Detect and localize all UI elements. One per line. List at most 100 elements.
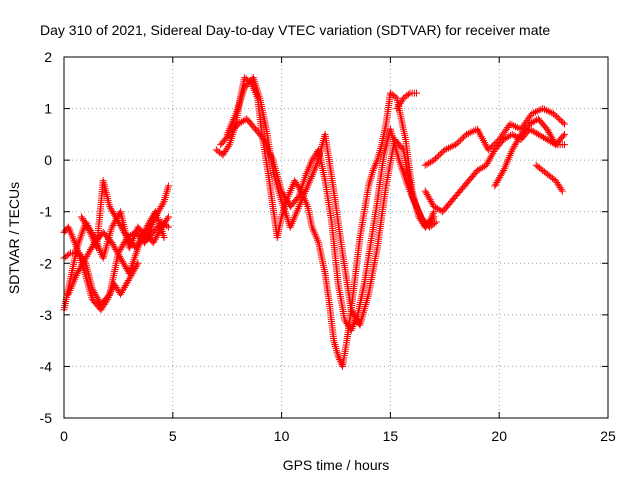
- data-point: [542, 106, 550, 114]
- data-point: [371, 161, 379, 169]
- data-point: [550, 110, 558, 118]
- data-point: [557, 185, 565, 193]
- data-point: [85, 227, 93, 235]
- data-point: [436, 150, 444, 158]
- data-point: [413, 89, 421, 97]
- data-point: [466, 129, 474, 137]
- data-point: [404, 90, 412, 98]
- data-point: [508, 121, 516, 129]
- data-point: [430, 219, 438, 227]
- data-point: [438, 149, 446, 157]
- series-track-5: [64, 208, 168, 298]
- data-point: [162, 190, 170, 198]
- x-tick-label: 25: [600, 428, 616, 444]
- data-point: [163, 215, 171, 223]
- data-point: [398, 144, 406, 152]
- data-point: [332, 344, 340, 352]
- data-point: [551, 111, 559, 119]
- data-point: [458, 135, 466, 143]
- data-point: [373, 158, 381, 166]
- data-point: [554, 114, 562, 122]
- data-point: [162, 192, 170, 200]
- data-point: [448, 142, 456, 150]
- data-point: [370, 163, 378, 171]
- data-point: [366, 178, 374, 186]
- data-point: [432, 218, 440, 226]
- data-point: [530, 109, 538, 117]
- data-point: [333, 348, 341, 356]
- data-point: [528, 110, 536, 118]
- data-point: [453, 139, 461, 147]
- y-tick-label: -2: [40, 255, 53, 271]
- data-point: [164, 213, 172, 221]
- data-point: [541, 105, 549, 113]
- series-track-10: [421, 105, 568, 169]
- data-point: [510, 122, 518, 130]
- data-point: [429, 209, 437, 217]
- data-point: [370, 165, 378, 173]
- data-point: [433, 153, 441, 161]
- data-point: [484, 146, 492, 154]
- series-track-3: [60, 218, 172, 309]
- data-point: [133, 261, 141, 269]
- data-point: [560, 120, 568, 128]
- data-point: [553, 113, 561, 121]
- data-point: [544, 107, 552, 115]
- data-point: [159, 199, 167, 207]
- data-point: [512, 123, 520, 131]
- x-tick-label: 15: [383, 428, 399, 444]
- x-tick-label: 5: [169, 428, 177, 444]
- series-track-13: [532, 161, 566, 195]
- data-point: [557, 117, 565, 125]
- data-point: [463, 130, 471, 138]
- data-point: [431, 155, 439, 163]
- data-point: [430, 156, 438, 164]
- data-point: [333, 346, 341, 354]
- data-point: [160, 234, 168, 241]
- y-tick-label: -3: [40, 307, 53, 323]
- data-point: [443, 145, 451, 153]
- plot-frame: [63, 56, 609, 419]
- data-point: [468, 128, 476, 136]
- data-point: [429, 214, 437, 222]
- data-point: [224, 142, 232, 150]
- data-point: [163, 188, 171, 196]
- data-point: [372, 160, 380, 168]
- data-point: [430, 213, 438, 221]
- x-tick-label: 20: [491, 428, 507, 444]
- y-tick-label: 2: [44, 49, 52, 65]
- data-point: [515, 124, 523, 132]
- data-point: [459, 133, 467, 141]
- data-point: [367, 172, 375, 180]
- data-point: [366, 176, 374, 184]
- y-tick-label: -4: [40, 358, 53, 374]
- data-point: [559, 132, 567, 140]
- data-point: [452, 141, 460, 149]
- data-point: [65, 250, 73, 258]
- x-tick-label: 10: [274, 428, 290, 444]
- data-point: [163, 186, 171, 194]
- data-point: [560, 130, 568, 138]
- data-point: [367, 174, 375, 182]
- y-tick-label: -5: [40, 410, 53, 426]
- data-point: [535, 106, 543, 114]
- data-point: [444, 144, 452, 152]
- data-point: [369, 166, 377, 174]
- series-track-12: [491, 115, 568, 190]
- data-point: [559, 119, 567, 127]
- series-track-9: [393, 89, 421, 113]
- data-point: [368, 170, 376, 178]
- data-point: [331, 341, 339, 349]
- series-track-11: [421, 125, 568, 216]
- data-point: [531, 108, 539, 116]
- data-point: [556, 116, 564, 124]
- data-point: [104, 292, 112, 300]
- data-point: [456, 136, 464, 144]
- data-series: [60, 74, 568, 370]
- data-point: [487, 143, 495, 151]
- x-tick-label: 0: [60, 428, 68, 444]
- data-point: [334, 352, 342, 360]
- data-point: [506, 120, 514, 128]
- chart-title: Day 310 of 2021, Sidereal Day-to-day VTE…: [40, 22, 550, 38]
- data-point: [558, 187, 566, 195]
